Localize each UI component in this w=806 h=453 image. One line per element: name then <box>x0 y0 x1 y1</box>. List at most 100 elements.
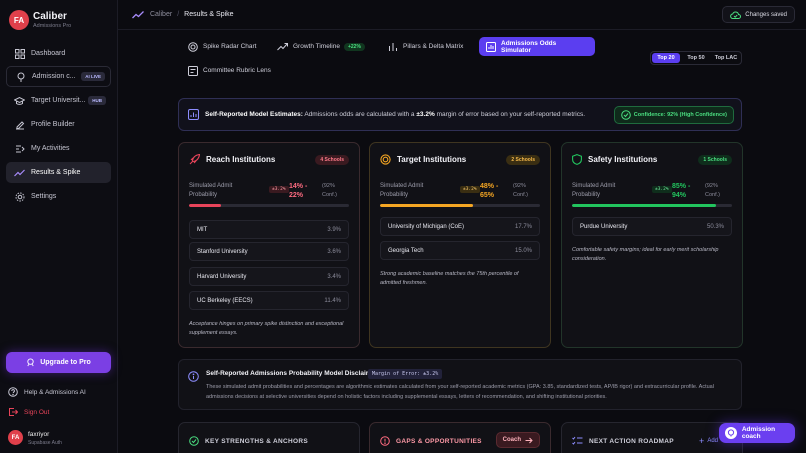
disclaimer-panel: Self-Reported Admissions Probability Mod… <box>178 359 742 410</box>
help-link[interactable]: Help & Admissions AI <box>8 387 86 397</box>
tab-pillars-delta[interactable]: Pillars & Delta Matrix <box>381 37 470 56</box>
chart-box-icon <box>188 109 199 120</box>
info-icon <box>188 371 199 382</box>
school-percent: 17.7% <box>514 223 532 230</box>
cloud-check-icon <box>730 10 742 19</box>
activity-icon <box>14 143 25 154</box>
school-row[interactable]: Stanford University 3.6% <box>189 242 349 261</box>
chat-bot-icon <box>725 427 737 439</box>
safety-header: Safety Institutions <box>572 154 657 165</box>
reach-note: Acceptance hinges on primary spike disti… <box>189 321 344 336</box>
tab-committee-rubric[interactable]: Committee Rubric Lens <box>181 61 278 80</box>
tab-label: Spike Radar Chart <box>203 43 257 50</box>
save-status: Changes saved <box>722 6 795 23</box>
reach-confidence: (92% Conf.) <box>322 183 337 198</box>
disclaimer-body: These simulated admit probabilities and … <box>206 384 714 400</box>
rocket-icon <box>26 358 35 367</box>
safety-range: 85% - 94% <box>672 183 691 199</box>
sidebar-item-dashboard[interactable]: Dashboard <box>6 43 111 64</box>
strengths-card: KEY STRENGTHS & ANCHORS <box>178 422 360 453</box>
growth-badge: +22% <box>343 42 365 51</box>
school-row[interactable]: Georgia Tech 15.0% <box>380 241 540 260</box>
tab-growth-timeline[interactable]: Growth Timeline +22% <box>270 37 372 56</box>
strengths-title: KEY STRENGTHS & ANCHORS <box>205 437 308 445</box>
school-name: UC Berkeley (EECS) <box>197 297 253 304</box>
sidebar-item-admission-coach[interactable]: Admission c... AI LIVE <box>6 66 111 87</box>
school-row[interactable]: MIT 3.9% <box>189 220 349 239</box>
banner-text-post: margin of error based on your self-repor… <box>436 111 586 118</box>
sign-out-icon <box>8 407 18 417</box>
hub-badge: HUB <box>88 96 106 105</box>
sidebar-item-profile-builder[interactable]: Profile Builder <box>6 114 111 135</box>
user-profile[interactable]: FA faxriyor Supabase Auth <box>8 428 118 448</box>
margin-of-error-tag: Margin of Error: ±3.2% <box>368 369 443 379</box>
confidence-badge: Confidence: 92% (High Confidence) <box>613 106 734 124</box>
school-percent: 15.0% <box>514 247 532 254</box>
tab-spike-radar[interactable]: Spike Radar Chart <box>181 37 263 56</box>
tab-admissions-odds[interactable]: Admissions Odds Simulator <box>479 37 595 56</box>
sidebar-item-label: Dashboard <box>31 50 66 57</box>
app-logo: FA <box>9 10 29 30</box>
school-percent: 3.4% <box>327 273 341 280</box>
target-moe-tag: ±3.2% <box>460 186 480 193</box>
sidebar: FA Caliber Admissions Pro Dashboard Admi… <box>0 0 118 453</box>
roadmap-card: NEXT ACTION ROADMAP + Add <box>561 422 743 453</box>
strengths-header: KEY STRENGTHS & ANCHORS <box>189 436 308 446</box>
breadcrumb-separator: / <box>177 11 180 18</box>
sidebar-item-results-spike[interactable]: Results & Spike <box>6 162 111 183</box>
safety-note: Comfortable safety margins; ideal for ea… <box>572 247 719 262</box>
graduation-cap-icon <box>14 95 25 106</box>
target-header: Target Institutions <box>380 154 466 165</box>
coach-button[interactable]: Coach <box>495 432 540 448</box>
add-action-button[interactable]: + Add <box>699 436 718 446</box>
reach-probability-fill <box>189 204 221 207</box>
tab-label: Pillars & Delta Matrix <box>403 43 464 50</box>
roadmap-header: NEXT ACTION ROADMAP <box>572 436 674 446</box>
tier-selector: Top 20 Top 50 Top LAC <box>650 51 742 65</box>
banner-title: Self-Reported Model Estimates: <box>205 111 303 118</box>
admission-coach-button[interactable]: Admission coach <box>719 423 795 443</box>
check-circle-icon <box>189 436 199 446</box>
help-icon <box>8 387 18 397</box>
safety-probability-fill <box>572 204 716 207</box>
safety-moe-tag: ±3.2% <box>652 186 672 193</box>
target-title: Target Institutions <box>397 155 467 164</box>
school-percent: 3.6% <box>327 248 341 255</box>
user-auth: Supabase Auth <box>28 440 62 446</box>
safety-card: Safety Institutions 1 Schools Simulated … <box>561 142 743 348</box>
school-row[interactable]: University of Michigan (CoE) 17.7% <box>380 217 540 236</box>
school-name: Georgia Tech <box>388 247 424 254</box>
sidebar-item-label: Profile Builder <box>31 121 75 128</box>
tier-option-top-20[interactable]: Top 20 <box>652 53 680 63</box>
sidebar-item-settings[interactable]: Settings <box>6 186 111 207</box>
reach-range: 14% - 22% <box>289 183 308 199</box>
tab-label: Committee Rubric Lens <box>203 67 271 74</box>
save-status-label: Changes saved <box>745 11 787 18</box>
rocket-icon <box>189 154 200 165</box>
add-label: Add <box>707 438 718 444</box>
target-count-badge: 2 Schools <box>506 155 540 165</box>
ai-live-badge: AI LIVE <box>81 72 105 81</box>
target-confidence: (92% Conf.) <box>513 183 528 198</box>
sidebar-item-target-universities[interactable]: Target Universit... HUB <box>6 90 111 111</box>
sidebar-item-label: Results & Spike <box>31 169 81 176</box>
breadcrumb-root[interactable]: Caliber <box>150 11 173 18</box>
upgrade-button[interactable]: Upgrade to Pro <box>6 352 111 373</box>
model-estimates-banner: Self-Reported Model Estimates: Admission… <box>178 98 742 131</box>
sign-out-label: Sign Out <box>24 408 50 416</box>
sidebar-item-my-activities[interactable]: My Activities <box>6 138 111 159</box>
grid-icon <box>14 48 25 59</box>
school-row[interactable]: Harvard University 3.4% <box>189 267 349 286</box>
banner-text-pre: Admissions odds are calculated with a <box>304 111 415 118</box>
school-row[interactable]: Purdue University 50.3% <box>572 217 732 236</box>
sign-out-link[interactable]: Sign Out <box>8 407 49 417</box>
confidence-label: Confidence: 92% (High Confidence) <box>633 112 727 118</box>
reach-sim-label: Simulated Admit Probability <box>189 183 233 198</box>
school-row[interactable]: UC Berkeley (EECS) 11.4% <box>189 291 349 310</box>
tier-option-top-50[interactable]: Top 50 <box>687 55 705 61</box>
breadcrumb-current: Results & Spike <box>184 11 234 18</box>
trend-icon <box>14 167 25 178</box>
coach-label: Coach <box>502 437 521 443</box>
tier-option-top-lac[interactable]: Top LAC <box>714 55 738 61</box>
edit-icon <box>14 119 25 130</box>
